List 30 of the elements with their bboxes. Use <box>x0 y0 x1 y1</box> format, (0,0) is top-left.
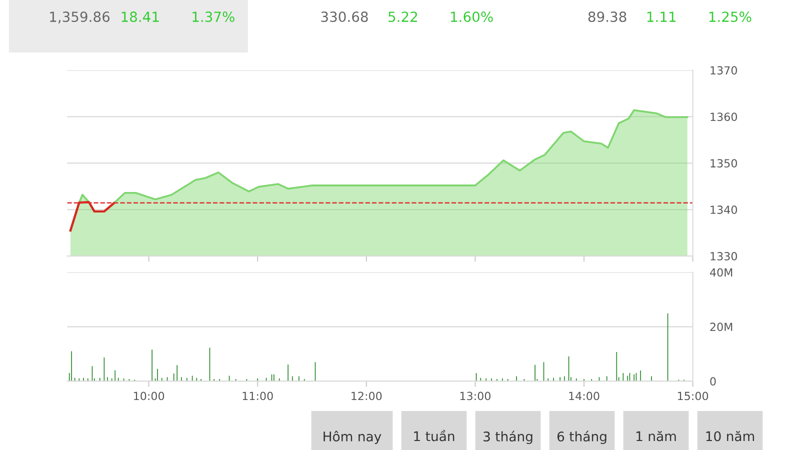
text: 330.68 <box>321 12 368 22</box>
text: 1.11 <box>647 12 676 22</box>
x-tick-label: 15:00 <box>678 392 708 400</box>
y-tick-label: 40M <box>710 268 732 277</box>
text: 1 tuần <box>414 430 454 442</box>
line-series <box>69 201 116 232</box>
text: 1 năm <box>636 430 676 442</box>
y-tick-label: 1330 <box>710 252 738 260</box>
text: 6 tháng <box>557 430 606 444</box>
x-tick-label: 12:00 <box>352 392 382 400</box>
y-tick-label: 20M <box>710 322 732 332</box>
y-tick-label: 1350 <box>710 159 738 168</box>
text: 10 năm <box>706 430 754 442</box>
text: 18.41 <box>122 12 159 22</box>
text: 1.25% <box>709 12 752 22</box>
text: 3 tháng <box>484 430 532 444</box>
text: 89.38 <box>588 12 626 22</box>
x-tick-label: 10:00 <box>134 392 164 400</box>
y-tick-label: 1370 <box>710 66 738 75</box>
text: Hôm nay <box>324 430 382 444</box>
x-tick-label: 13:00 <box>460 392 490 400</box>
y-tick-label: 1340 <box>710 206 738 214</box>
text: 5.22 <box>388 12 418 22</box>
text: 1.60% <box>451 12 493 22</box>
text: 1.37% <box>192 12 234 22</box>
x-tick-label: 11:00 <box>242 392 273 400</box>
text: 1,359.86 <box>50 12 110 24</box>
x-tick-label: 14:00 <box>569 392 600 400</box>
y-tick-label: 1360 <box>710 112 738 122</box>
y-tick-label: 0 <box>710 377 716 386</box>
